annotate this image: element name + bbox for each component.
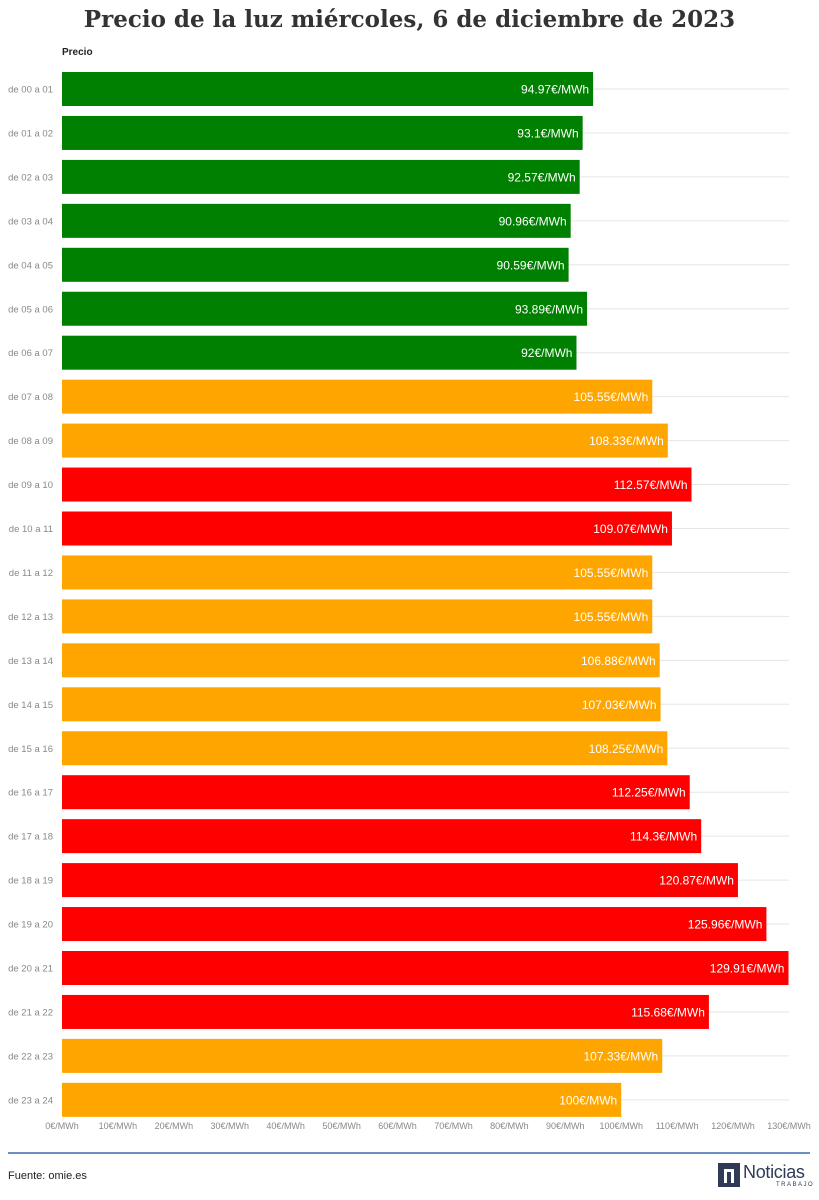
- bar-value-label: 120.87€/MWh: [659, 874, 734, 888]
- category-label: de 01 a 02: [8, 128, 53, 139]
- category-label: de 07 a 08: [8, 392, 53, 403]
- bar: [62, 687, 661, 722]
- bar: [62, 951, 789, 985]
- x-tick-label: 40€/MWh: [266, 1121, 305, 1131]
- x-tick-label: 30€/MWh: [211, 1121, 250, 1131]
- category-label: de 12 a 13: [8, 612, 53, 623]
- x-tick-label: 20€/MWh: [155, 1121, 194, 1131]
- x-tick-label: 110€/MWh: [656, 1121, 699, 1131]
- bar-chart: 94.97€/MWh de 00 a 01 93.1€/MWh de 01 a 02 9…: [8, 72, 811, 1131]
- bar: [62, 247, 569, 282]
- x-tick-label: 90€/MWh: [546, 1121, 585, 1131]
- category-label: de 17 a 18: [8, 832, 53, 843]
- category-label: de 14 a 15: [8, 700, 53, 711]
- bar-value-label: 92€/MWh: [521, 346, 572, 360]
- x-tick-label: 80€/MWh: [490, 1121, 529, 1131]
- category-label: de 19 a 20: [8, 920, 53, 931]
- category-label: de 06 a 07: [8, 348, 53, 359]
- category-label: de 16 a 17: [8, 788, 53, 799]
- bar: [62, 379, 653, 414]
- bar-value-label: 93.89€/MWh: [515, 302, 583, 316]
- category-label: de 18 a 19: [8, 876, 53, 887]
- x-tick-label: 60€/MWh: [378, 1121, 417, 1131]
- bar: [62, 72, 594, 106]
- category-label: de 08 a 09: [8, 436, 53, 447]
- bar: [62, 907, 767, 942]
- bar-value-label: 109.07€/MWh: [593, 522, 668, 536]
- bar: [62, 994, 709, 1029]
- x-tick-label: 10€/MWh: [99, 1121, 138, 1131]
- bar-value-label: 106.88€/MWh: [581, 654, 656, 668]
- bar-value-label: 92.57€/MWh: [508, 170, 576, 184]
- x-tick-label: 100€/MWh: [599, 1121, 643, 1131]
- bar-value-label: 100€/MWh: [559, 1093, 617, 1107]
- x-tick-label: 120€/MWh: [711, 1121, 755, 1131]
- bar: [62, 731, 668, 766]
- bar-value-label: 112.57€/MWh: [614, 478, 688, 492]
- category-label: de 13 a 14: [8, 656, 53, 667]
- bar-value-label: 93.1€/MWh: [517, 126, 578, 140]
- bar-value-label: 107.33€/MWh: [584, 1049, 659, 1063]
- bar: [62, 1082, 622, 1117]
- category-label: de 23 a 24: [8, 1095, 53, 1106]
- category-label: de 11 a 12: [9, 568, 53, 579]
- category-label: de 05 a 06: [8, 304, 53, 315]
- bar-value-label: 105.55€/MWh: [574, 390, 649, 404]
- bar-value-label: 108.33€/MWh: [589, 434, 664, 448]
- bar: [62, 467, 692, 502]
- logo-subtitle: TRABAJO: [776, 1182, 815, 1188]
- category-label: de 21 a 22: [8, 1007, 53, 1018]
- bar: [62, 1038, 663, 1073]
- bar: [62, 819, 702, 854]
- bar-value-label: 129.91€/MWh: [710, 962, 785, 976]
- noticias-trabajo-logo[interactable]: Noticias TRABAJO: [718, 1162, 815, 1190]
- category-label: de 15 a 16: [8, 744, 53, 755]
- bar-value-label: 90.59€/MWh: [497, 258, 565, 272]
- bar-value-label: 94.97€/MWh: [521, 83, 589, 97]
- bar: [62, 159, 580, 194]
- category-label: de 00 a 01: [8, 85, 53, 96]
- bar-value-label: 125.96€/MWh: [688, 918, 763, 932]
- footer-divider: [8, 1152, 810, 1154]
- bar: [62, 115, 583, 150]
- bar: [62, 599, 653, 634]
- bar-value-label: 105.55€/MWh: [574, 610, 649, 624]
- bar: [62, 511, 672, 546]
- bar-value-label: 90.96€/MWh: [499, 214, 567, 228]
- bar: [62, 555, 653, 590]
- bar-value-label: 108.25€/MWh: [589, 742, 664, 756]
- category-label: de 22 a 23: [8, 1051, 53, 1062]
- bar: [62, 643, 660, 678]
- category-label: de 09 a 10: [8, 480, 53, 491]
- series-label: Precio: [62, 47, 93, 58]
- bar-value-label: 105.55€/MWh: [574, 566, 649, 580]
- bar: [62, 775, 690, 810]
- bar-value-label: 114.3€/MWh: [630, 830, 697, 844]
- bar: [62, 423, 668, 458]
- bar-value-label: 115.68€/MWh: [631, 1005, 705, 1019]
- bar-value-label: 107.03€/MWh: [582, 698, 657, 712]
- x-tick-label: 70€/MWh: [434, 1121, 473, 1131]
- category-label: de 20 a 21: [8, 964, 53, 975]
- category-label: de 04 a 05: [8, 260, 53, 271]
- bar-value-label: 112.25€/MWh: [612, 786, 686, 800]
- bar: [62, 863, 738, 898]
- bar: [62, 203, 571, 238]
- x-tick-label: 130€/MWh: [767, 1121, 811, 1131]
- bar: [62, 291, 588, 326]
- category-label: de 10 a 11: [9, 524, 53, 535]
- category-label: de 03 a 04: [8, 216, 53, 227]
- category-label: de 02 a 03: [8, 172, 53, 183]
- x-tick-label: 0€/MWh: [45, 1121, 79, 1131]
- source-note: Fuente: omie.es: [8, 1170, 87, 1182]
- bar: [62, 335, 577, 370]
- x-tick-label: 50€/MWh: [322, 1121, 361, 1131]
- logo-n-icon: [718, 1163, 740, 1187]
- logo-wordmark: Noticias: [743, 1162, 805, 1182]
- chart-title: Precio de la luz miércoles, 6 de diciemb…: [83, 6, 736, 33]
